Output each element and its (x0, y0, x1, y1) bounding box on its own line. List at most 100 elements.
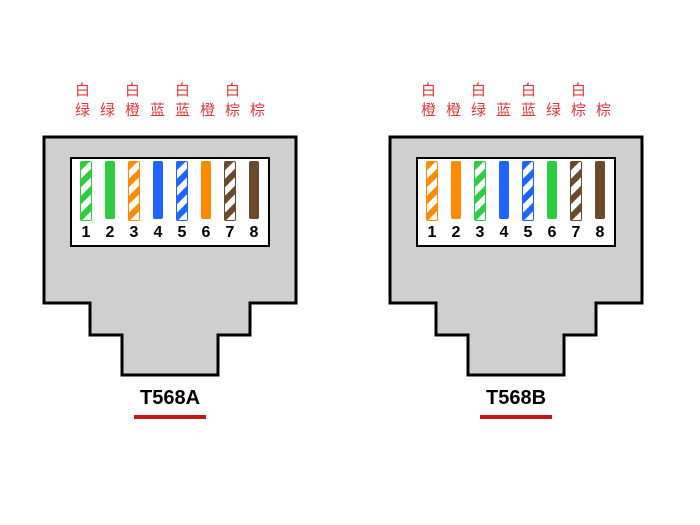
pin-number: 6 (194, 221, 218, 245)
wire-slot (146, 159, 170, 221)
pin-number: 7 (564, 221, 588, 245)
wire-label-column: 白棕 (566, 82, 591, 120)
wire-label-column: 白绿 (466, 82, 491, 120)
wire-3 (474, 161, 486, 221)
wire-5 (522, 161, 534, 221)
wire-slot (218, 159, 242, 221)
wire-4 (499, 161, 509, 219)
connector-caption: T568A (42, 387, 298, 410)
wire-row (418, 159, 614, 221)
wire-label-column: 蓝 (145, 82, 170, 120)
contact-window: 12345678 (70, 157, 270, 247)
white-label (491, 82, 516, 100)
pin-number: 3 (122, 221, 146, 245)
white-label (145, 82, 170, 100)
white-label (591, 82, 616, 100)
wire-label-column: 白蓝 (516, 82, 541, 120)
wire-6 (201, 161, 211, 219)
white-label (541, 82, 566, 100)
wire-slot (170, 159, 194, 221)
white-label: 白 (170, 82, 195, 100)
pin-number: 4 (492, 221, 516, 245)
pin-number: 2 (98, 221, 122, 245)
wire-6 (547, 161, 557, 219)
wire-label-column: 橙 (441, 82, 466, 120)
wire-slot (468, 159, 492, 221)
wire-row (72, 159, 268, 221)
rj45-body: 12345678 (388, 135, 644, 380)
wire-label-column: 绿 (95, 82, 120, 120)
wire-4 (153, 161, 163, 219)
wire-label-column: 白绿 (70, 82, 95, 120)
color-label: 棕 (220, 102, 245, 120)
wire-label-column: 白橙 (120, 82, 145, 120)
color-label: 绿 (466, 102, 491, 120)
pin-number: 1 (74, 221, 98, 245)
white-label (245, 82, 270, 100)
wire-slot (516, 159, 540, 221)
wire-slot (74, 159, 98, 221)
diagram-stage: 白绿绿白橙蓝白蓝橙白棕棕12345678T568A白橙橙白绿蓝白蓝绿白棕棕123… (0, 0, 700, 525)
white-label (195, 82, 220, 100)
wire-slot (444, 159, 468, 221)
white-label: 白 (120, 82, 145, 100)
wire-label-column: 蓝 (491, 82, 516, 120)
wire-slot (540, 159, 564, 221)
pin-number: 5 (516, 221, 540, 245)
wire-7 (224, 161, 236, 221)
pin-number: 4 (146, 221, 170, 245)
wire-5 (176, 161, 188, 221)
pin-number: 7 (218, 221, 242, 245)
pin-number-row: 12345678 (72, 221, 268, 245)
color-label: 绿 (541, 102, 566, 120)
wire-label-column: 白棕 (220, 82, 245, 120)
color-label: 蓝 (145, 102, 170, 120)
wire-color-labels: 白橙橙白绿蓝白蓝绿白棕棕 (416, 82, 616, 120)
pin-number: 6 (540, 221, 564, 245)
caption-underline (134, 415, 206, 419)
color-label: 蓝 (170, 102, 195, 120)
pin-number-row: 12345678 (418, 221, 614, 245)
wire-8 (595, 161, 605, 219)
color-label: 蓝 (491, 102, 516, 120)
caption-underline (480, 415, 552, 419)
white-label: 白 (516, 82, 541, 100)
wire-2 (105, 161, 115, 219)
wire-slot (122, 159, 146, 221)
connector-t568b: 白橙橙白绿蓝白蓝绿白棕棕12345678T568B (388, 135, 644, 380)
color-label: 橙 (120, 102, 145, 120)
wire-slot (98, 159, 122, 221)
white-label: 白 (70, 82, 95, 100)
pin-number: 8 (242, 221, 266, 245)
color-label: 蓝 (516, 102, 541, 120)
wire-2 (451, 161, 461, 219)
wire-slot (242, 159, 266, 221)
color-label: 棕 (245, 102, 270, 120)
white-label (95, 82, 120, 100)
color-label: 橙 (441, 102, 466, 120)
white-label: 白 (416, 82, 441, 100)
wire-slot (420, 159, 444, 221)
white-label: 白 (466, 82, 491, 100)
pin-number: 5 (170, 221, 194, 245)
wire-1 (80, 161, 92, 221)
connector-caption: T568B (388, 387, 644, 410)
wire-slot (194, 159, 218, 221)
wire-7 (570, 161, 582, 221)
wire-slot (492, 159, 516, 221)
color-label: 橙 (195, 102, 220, 120)
pin-number: 3 (468, 221, 492, 245)
pin-number: 2 (444, 221, 468, 245)
wire-3 (128, 161, 140, 221)
wire-color-labels: 白绿绿白橙蓝白蓝橙白棕棕 (70, 82, 270, 120)
color-label: 橙 (416, 102, 441, 120)
color-label: 棕 (591, 102, 616, 120)
color-label: 棕 (566, 102, 591, 120)
connector-t568a: 白绿绿白橙蓝白蓝橙白棕棕12345678T568A (42, 135, 298, 380)
contact-window: 12345678 (416, 157, 616, 247)
wire-label-column: 棕 (591, 82, 616, 120)
wire-label-column: 绿 (541, 82, 566, 120)
wire-label-column: 橙 (195, 82, 220, 120)
wire-8 (249, 161, 259, 219)
white-label (441, 82, 466, 100)
